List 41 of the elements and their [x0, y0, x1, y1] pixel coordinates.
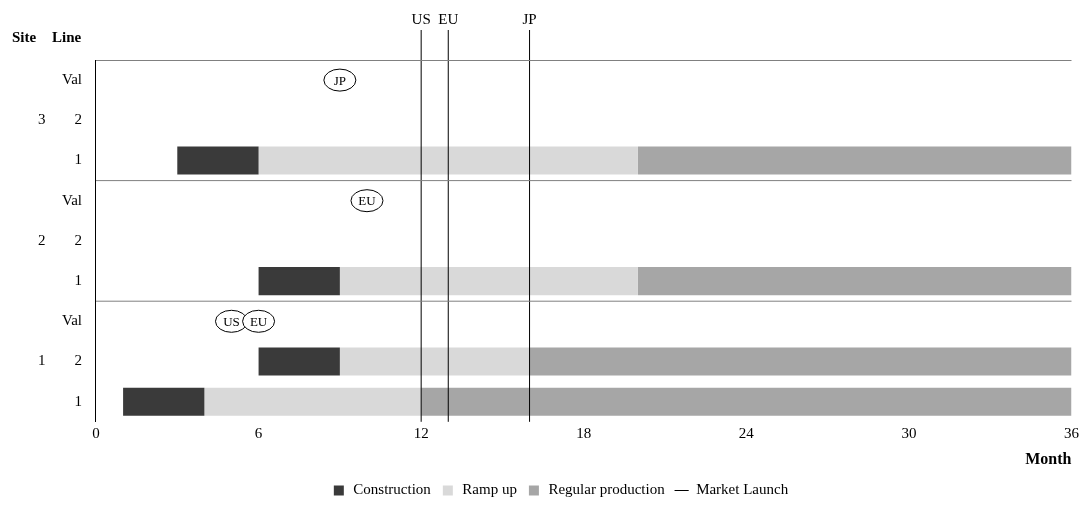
x-tick-label: 18: [576, 424, 592, 441]
ref-line-label: US: [411, 10, 431, 27]
y-tick-label: 1: [74, 151, 82, 168]
legend-label: Construction: [353, 481, 432, 498]
ref-line-label: EU: [438, 10, 459, 27]
bar: [258, 347, 340, 376]
x-tick-label: 30: [901, 424, 917, 441]
x-tick-label: 12: [413, 424, 429, 441]
legend-label: Market Launch: [696, 481, 789, 498]
text: 1: [38, 352, 46, 369]
bar: [637, 146, 1072, 175]
bar: [529, 347, 1072, 376]
y-axis-title: Line: [52, 28, 82, 45]
bar: [421, 387, 1072, 416]
text: 2: [38, 231, 46, 248]
bar: [637, 267, 1072, 296]
x-tick-label: 24: [738, 424, 755, 441]
bar: [123, 387, 205, 416]
bar: [339, 347, 530, 376]
y-tick-label: Val: [62, 71, 82, 88]
y-tick-label: 1: [74, 272, 82, 289]
text: 3: [38, 111, 46, 128]
bar: [258, 146, 638, 175]
legend-label: Ramp up: [462, 481, 517, 498]
y-tick-label: Val: [62, 191, 82, 208]
bar: [177, 146, 259, 175]
x-tick-label: 36: [1064, 424, 1080, 441]
x-axis-title: Month: [1025, 449, 1072, 467]
y-tick-label: 2: [74, 111, 82, 128]
y-tick-label: 2: [74, 352, 82, 369]
text: Site: [12, 28, 37, 45]
y-tick-label: Val: [62, 312, 82, 329]
x-tick-label: 6: [254, 424, 263, 441]
bar: [258, 267, 340, 296]
y-tick-label: 1: [74, 392, 82, 409]
ref-line-label: JP: [522, 10, 537, 27]
y-tick-label: 2: [74, 231, 82, 248]
legend-label: Regular production: [548, 481, 666, 498]
bar: [204, 387, 422, 416]
bar: [339, 267, 638, 296]
x-tick-label: 0: [92, 424, 100, 441]
